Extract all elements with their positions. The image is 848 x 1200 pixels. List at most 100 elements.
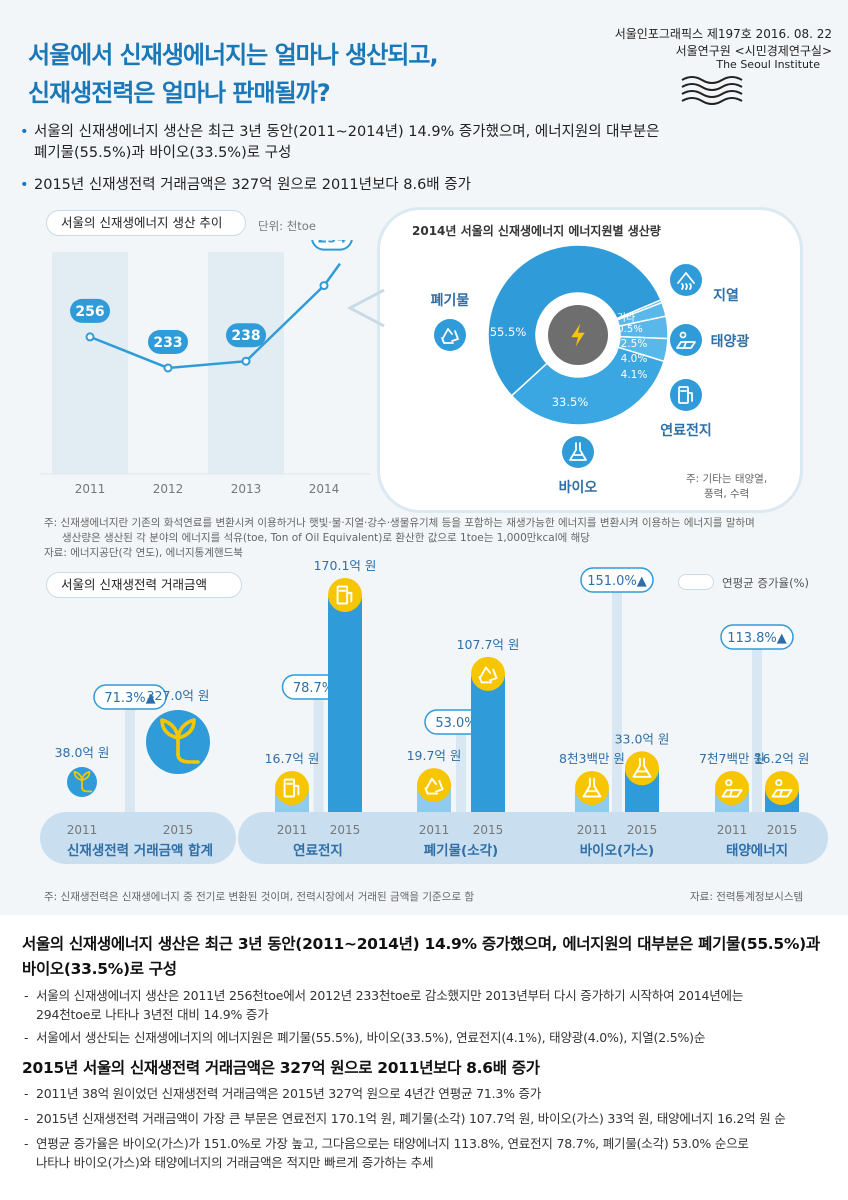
fuel-pump-icon-part <box>687 392 693 402</box>
bullet-1-line-2: 폐기물(55.5%)과 바이오(33.5%)로 구성 <box>34 145 292 161</box>
production-note-line-2: 생산량은 생산된 각 분야의 에너지를 석유(toe, Ton of Oil E… <box>62 532 590 544</box>
sources-donut-chart: 55.5% 33.5% 4.1% 4.0% 2.5% 0.5%기타 폐기물 지열태양광연료전지… <box>431 244 749 496</box>
fuel-pump-icon-part <box>346 591 353 603</box>
production-line <box>89 284 325 370</box>
year-label: 2011 <box>277 823 308 837</box>
slice-label: 0.5% <box>617 324 642 335</box>
connector-arrow <box>346 288 385 328</box>
summary-item-1: 서울의 신재생에너지 생산은 2011년 256천toe에서 2012년 233… <box>22 986 842 1024</box>
growth-label: 113.8%▲ <box>727 631 787 646</box>
value-label: 16.2억 원 <box>755 751 810 766</box>
infographic-area: 서울에서 신재생에너지는 얼마나 생산되고, 신재생전력은 얼마나 판매될까? … <box>0 0 848 915</box>
plant-plug-icon-part <box>73 770 83 781</box>
production-source: 자료: 에너지공단(각 연도), 에너지통계핸드북 <box>44 547 243 559</box>
data-label-pill <box>226 323 266 348</box>
group-name: 바이오(가스) <box>580 842 654 859</box>
fuel-pump-icon-part <box>293 784 300 796</box>
plant-plug-icon <box>146 710 210 774</box>
plant-plug-icon-part <box>160 718 180 740</box>
solar-panel-icon-part <box>721 789 743 798</box>
solar-panel-icon-part <box>778 789 783 798</box>
legend-swatch <box>678 574 714 590</box>
x-tick-label: 2014 <box>309 482 340 496</box>
summary-heading-1: 서울의 신재생에너지 생산은 최근 3년 동안(2011~2014년) 14.9… <box>22 932 832 982</box>
flask-icon-part <box>582 777 602 798</box>
lightning-icon <box>571 323 585 347</box>
plant-plug-icon-part <box>176 752 200 764</box>
value-label: 170.1억 원 <box>314 560 377 573</box>
group-name: 폐기물(소각) <box>424 842 498 859</box>
year-label: 2011 <box>717 823 748 837</box>
group-name: 연료전지 <box>293 842 343 859</box>
data-label: 238 <box>231 328 260 344</box>
solar-panel-icon <box>670 324 702 356</box>
slice-label: 2.5% <box>621 338 648 350</box>
fuel-pump-icon-part <box>283 778 296 798</box>
x-tick-label: 2012 <box>153 482 184 496</box>
lightning-bolt <box>571 323 585 347</box>
summary-item-3: 2011년 38억 원이었던 신재생전력 거래금액은 2015년 327억 원으… <box>22 1084 842 1103</box>
value-label: 33.0억 원 <box>615 731 670 746</box>
recycle-icon-bg <box>434 319 466 351</box>
bullet-2: 2015년 신재생전력 거래금액은 327억 원으로 2011년보다 8.6배 … <box>20 175 471 196</box>
x-tick-label: 2011 <box>75 482 106 496</box>
year-label: 2011 <box>577 823 608 837</box>
solar-panel-icon-part <box>728 789 733 798</box>
recycle-icon-part <box>478 676 493 684</box>
solar-panel-icon-part <box>679 331 687 339</box>
fuel-pump-icon-part <box>678 386 689 404</box>
data-label: 256 <box>75 304 104 320</box>
trade-note: 주: 신재생전력은 신재생에너지 중 전기로 변환된 것이며, 전력시장에서 거… <box>44 891 474 903</box>
category-name: 바이오 <box>559 479 598 496</box>
bar <box>471 675 505 812</box>
summary-item-2: 서울에서 생산되는 신재생에너지의 에너지원은 폐기물(55.5%), 바이오(… <box>22 1028 842 1047</box>
group-name: 신재생전력 거래금액 합계 <box>67 842 213 859</box>
institute-name: The Seoul Institute <box>716 58 820 71</box>
production-note: 주: 신재생에너지란 기존의 화석연료를 변환시켜 이용하거나 햇빛·물·지열·… <box>44 516 834 561</box>
fuel-pump-icon <box>670 379 702 411</box>
value-label: 107.7억 원 <box>457 637 520 652</box>
sources-note-line-1: 주: 기타는 태양열, <box>686 473 768 485</box>
value-label: 38.0억 원 <box>55 745 110 760</box>
recycle-icon-part <box>489 668 498 682</box>
solar-panel-icon-part <box>775 779 783 787</box>
growth-label: 71.3%▲ <box>104 691 155 706</box>
solar-panel-icon-part <box>771 789 793 798</box>
growth-pill <box>580 567 654 593</box>
title-line-2: 신재생전력은 얼마나 판매될까? <box>28 79 331 107</box>
geothermal-icon-bg <box>670 264 702 296</box>
year-label: 2011 <box>419 823 450 837</box>
geothermal-icon-part <box>677 272 695 284</box>
solar-panel-icon-bg <box>670 324 702 356</box>
data-point <box>319 281 329 291</box>
recycle-icon-bg <box>471 656 505 691</box>
growth-pill <box>93 684 167 710</box>
plant-plug-icon-part <box>81 786 93 793</box>
data-label: 294 <box>317 240 346 247</box>
bar <box>328 597 362 812</box>
recycle-icon-part <box>451 330 459 342</box>
production-note-line-1: 주: 신재생에너지란 기존의 화석연료를 변환시켜 이용하거나 햇빛·물·지열·… <box>44 517 755 529</box>
issue-number: 서울인포그래픽스 제197호 2016. 08. 22 <box>614 27 832 41</box>
value-label: 8천3백만 원 <box>559 751 625 766</box>
plant-plug-icon <box>67 767 97 797</box>
donut-slice <box>510 346 665 426</box>
data-point <box>241 356 251 366</box>
summary-item-1-line-2: 294천toe로 나타나 3년전 대비 14.9% 증가 <box>36 1007 269 1022</box>
production-unit: 단위: 천toe <box>258 219 316 233</box>
data-label-pill <box>70 298 110 323</box>
summary-item-1-line-1: 서울의 신재생에너지 생산은 2011년 256천toe에서 2012년 233… <box>36 988 744 1003</box>
value-label: 7천7백만 원 <box>699 751 765 766</box>
x-tick-label: 2013 <box>231 482 262 496</box>
summary-item-5: 연평균 증가율은 바이오(가스)가 151.0%로 가장 높고, 그다음으로는 … <box>22 1134 842 1172</box>
solar-panel-icon-bg <box>765 771 799 805</box>
geothermal-icon-part <box>681 283 684 290</box>
summary-item-5-line-2: 나타나 바이오(가스)와 태양에너지의 거래금액은 적지만 빠르게 증가하는 추… <box>36 1155 434 1170</box>
recycle-icon-part <box>425 777 438 790</box>
fuel-pump-icon <box>275 771 309 805</box>
recycle-icon-part <box>441 337 454 344</box>
slice-label: 4.1% <box>621 369 648 381</box>
value-label: 16.7억 원 <box>265 751 320 766</box>
solar-panel-icon-part <box>676 341 696 349</box>
flask-icon <box>625 751 659 786</box>
